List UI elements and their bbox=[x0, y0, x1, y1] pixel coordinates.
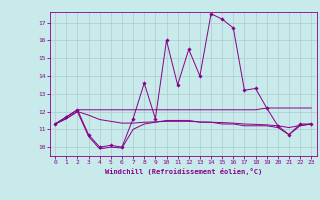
X-axis label: Windchill (Refroidissement éolien,°C): Windchill (Refroidissement éolien,°C) bbox=[105, 168, 262, 175]
